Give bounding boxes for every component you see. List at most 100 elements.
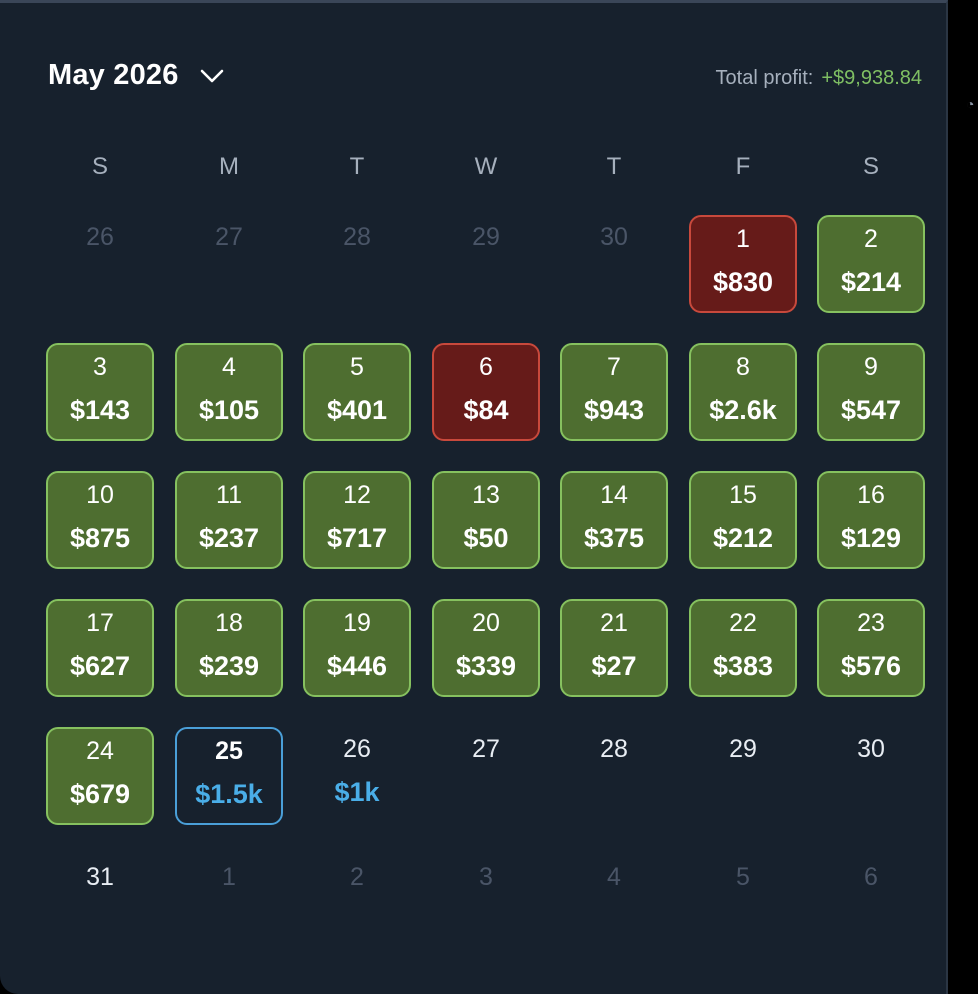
day-number: 11	[216, 481, 242, 509]
day-profit-amount: $339	[455, 651, 517, 681]
day-number: 25	[215, 737, 243, 765]
day-number: 5	[350, 353, 364, 381]
day-cell: 28	[560, 727, 668, 825]
calendar-header: May 2026 Total profit: +$9,938.84	[48, 59, 922, 103]
day-cell[interactable]: 21 $27	[560, 599, 668, 697]
day-number: 23	[857, 609, 885, 637]
day-cell[interactable]: 4 $105	[175, 343, 283, 441]
day-number: 15	[729, 481, 757, 509]
day-cell[interactable]: 2 $214	[817, 215, 925, 313]
day-number: 1	[736, 225, 750, 253]
day-number: 10	[86, 481, 114, 509]
day-cell[interactable]: 14 $375	[560, 471, 668, 569]
day-cell[interactable]: 13 $50	[432, 471, 540, 569]
weekday-label: W	[474, 153, 498, 180]
day-profit-amount: $214	[840, 267, 902, 297]
day-number: 9	[864, 353, 878, 381]
day-number: 16	[857, 481, 885, 509]
day-number: 20	[472, 609, 500, 637]
day-cell[interactable]: 9 $547	[817, 343, 925, 441]
day-cell[interactable]: 22 $383	[689, 599, 797, 697]
day-cell[interactable]: 10 $875	[46, 471, 154, 569]
day-number: 27	[472, 735, 500, 763]
day-cell: 27	[175, 215, 283, 313]
day-profit-amount: $717	[326, 523, 388, 553]
day-cell[interactable]: 25 $1.5k	[175, 727, 283, 825]
day-number: 28	[600, 735, 628, 763]
day-cell[interactable]: 23 $576	[817, 599, 925, 697]
day-number: 4	[222, 353, 236, 381]
total-profit-label: Total profit:	[715, 67, 814, 89]
day-number: 2	[864, 225, 878, 253]
day-profit-amount: $212	[712, 523, 774, 553]
day-cell: 3	[432, 855, 540, 953]
day-cell[interactable]: 15 $212	[689, 471, 797, 569]
day-cell: 30	[817, 727, 925, 825]
day-profit-amount: $627	[69, 651, 131, 681]
day-cell: 30	[560, 215, 668, 313]
day-cell: 1	[175, 855, 283, 953]
day-profit-amount: $2.6k	[709, 395, 777, 425]
day-profit-amount: $576	[840, 651, 902, 681]
day-cell[interactable]: 11 $237	[175, 471, 283, 569]
day-number: 19	[343, 609, 371, 637]
day-number: 26	[86, 223, 114, 251]
day-cell[interactable]: 8 $2.6k	[689, 343, 797, 441]
day-cell: 27	[432, 727, 540, 825]
day-cell[interactable]: 17 $627	[46, 599, 154, 697]
day-number: 3	[479, 863, 493, 891]
weekday-label: T	[349, 153, 365, 180]
day-number: 1	[222, 863, 236, 891]
day-cell[interactable]: 18 $239	[175, 599, 283, 697]
day-cell[interactable]: 12 $717	[303, 471, 411, 569]
day-number: 18	[215, 609, 243, 637]
month-title: May 2026	[48, 59, 179, 91]
weekday-label: S	[862, 153, 879, 180]
day-number: 29	[729, 735, 757, 763]
day-cell: 28	[303, 215, 411, 313]
day-cell: 29	[432, 215, 540, 313]
day-cell[interactable]: 1 $830	[689, 215, 797, 313]
chevron-down-icon	[200, 69, 223, 82]
day-cell[interactable]: 7 $943	[560, 343, 668, 441]
day-cell[interactable]: 20 $339	[432, 599, 540, 697]
day-profit-amount: $875	[69, 523, 131, 553]
weekday-label: T	[606, 153, 622, 180]
calendar-panel: May 2026 Total profit: +$9,938.84 S M T W T F S…	[0, 0, 948, 994]
day-cell[interactable]: 16 $129	[817, 471, 925, 569]
day-cell[interactable]: 5 $401	[303, 343, 411, 441]
day-profit-amount: $943	[583, 395, 645, 425]
weekday-label: S	[91, 153, 108, 180]
day-number: 7	[607, 353, 621, 381]
day-number: 31	[86, 863, 114, 891]
day-cell: 4	[560, 855, 668, 953]
day-number: 30	[600, 223, 628, 251]
day-cell[interactable]: 6 $84	[432, 343, 540, 441]
day-profit-amount: $143	[69, 395, 131, 425]
day-number: 6	[479, 353, 493, 381]
weekday-label: F	[735, 153, 751, 180]
day-profit-amount: $446	[326, 651, 388, 681]
weekday-label: M	[219, 153, 239, 180]
day-profit-amount: $375	[583, 523, 645, 553]
day-cell[interactable]: 19 $446	[303, 599, 411, 697]
day-number: 13	[472, 481, 500, 509]
month-selector[interactable]: May 2026	[48, 59, 227, 92]
day-cell: 31	[46, 855, 154, 953]
day-profit-amount: $84	[463, 395, 509, 425]
total-profit: Total profit: +$9,938.84	[716, 67, 922, 90]
day-profit-amount: $50	[463, 523, 509, 553]
day-number: 30	[857, 735, 885, 763]
day-cell[interactable]: 24 $679	[46, 727, 154, 825]
day-number: 17	[86, 609, 114, 637]
day-cell[interactable]: 26 $1k	[303, 727, 411, 825]
day-number: 28	[343, 223, 371, 251]
day-profit-amount: $547	[840, 395, 902, 425]
day-profit-amount: $239	[198, 651, 260, 681]
day-profit-amount: $1k	[334, 777, 380, 807]
day-number: 2	[350, 863, 364, 891]
day-profit-amount: $679	[69, 779, 131, 809]
day-profit-amount: $830	[712, 267, 774, 297]
day-profit-amount: $237	[198, 523, 260, 553]
day-cell[interactable]: 3 $143	[46, 343, 154, 441]
